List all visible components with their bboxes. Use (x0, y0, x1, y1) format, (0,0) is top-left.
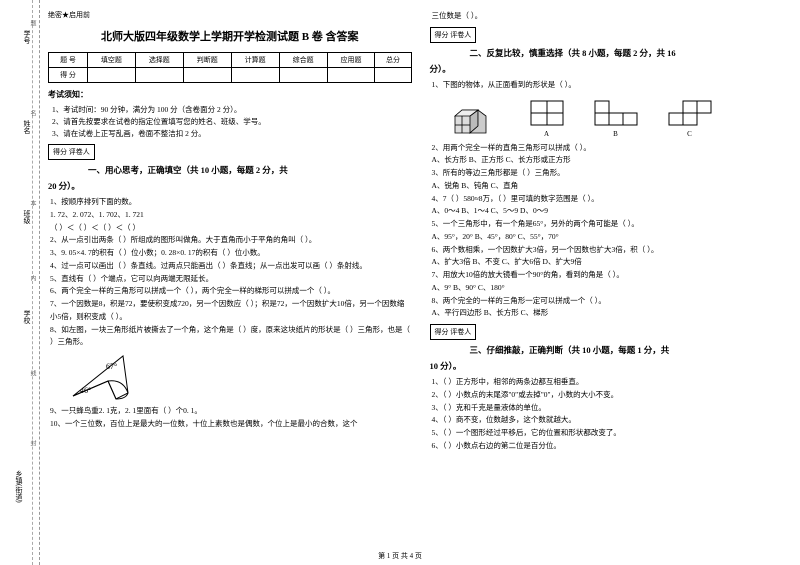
question: 5、直线有（ ）个端点，它可以向两端无限延长。 (50, 273, 412, 286)
seal-text: 绝密★启用前 (48, 10, 412, 20)
score-box: 得分 评卷人 (430, 27, 477, 43)
sb-label: 学号 (22, 30, 32, 44)
question: 1、按顺序排列下面的数。 (50, 196, 412, 209)
question: 3、所有的等边三角形都是（ ）三角形。 (432, 167, 794, 180)
section-tail: 10 分）。 (430, 360, 794, 372)
question: A、0～4 B、1～4 C、5～9 D、0～9 (432, 205, 794, 218)
question: 5、一个三角形中，有一个角是65°，另外的两个角可能是（ ）。 (432, 218, 794, 231)
question: 5、（ ）一个图形经过平移后，它的位置和形状都改变了。 (432, 427, 794, 440)
question: 6、两个数相乘，一个因数扩大3倍，另一个因数也扩大3倍，积（ ）。 (432, 244, 794, 257)
section-tail: 分）。 (430, 63, 794, 75)
question: 2、（ ）小数点的末尾添"0"或去掉"0"，小数的大小不变。 (432, 389, 794, 402)
question: A、平行四边形 B、长方形 C、梯形 (432, 307, 794, 320)
section-tail: 20 分）。 (48, 180, 412, 192)
triangle-icon: 67° 46° (68, 351, 138, 401)
question: 4、过一点可以画出（ ）条直线。过两点只能画出（ ）条直线；从一点出发可以画（ … (50, 260, 412, 273)
section-title: 一、用心思考，正确填空（共 10 小题，每题 2 分，共 (88, 164, 412, 176)
notice-title: 考试须知： (48, 89, 412, 100)
question: 8、如左图，一块三角形纸片被撕去了一个角，这个角是（ ）度，原来这块纸片的形状是… (50, 324, 412, 350)
left-column: 绝密★启用前 北师大版四年级数学上学期开学检测试题 B 卷 含答案 题 号填空题… (48, 10, 412, 453)
cube-figure-row: A B C (450, 98, 794, 138)
option-a: A (530, 100, 564, 138)
right-column: 三位数是（ ）。 得分 评卷人 二、反复比较，慎重选择（共 8 小题，每题 2 … (430, 10, 794, 453)
page-footer: 第 1 页 共 4 页 (0, 551, 800, 561)
sb-label: 班级 (22, 210, 32, 224)
section-title: 二、反复比较，慎重选择（共 8 小题，每题 2 分，共 16 (470, 47, 794, 59)
cube-3d-icon (450, 98, 500, 138)
dash-lbl: 内 (28, 275, 37, 281)
dash-lbl: 本 (28, 200, 37, 206)
triangle-figure: 67° 46° (68, 351, 138, 403)
question-cont: 三位数是（ ）。 (432, 10, 794, 23)
grid-icon (530, 100, 564, 126)
question: 3、（ ）克和千克是量液体的单位。 (432, 402, 794, 415)
score-box: 得分 评卷人 (430, 324, 477, 340)
score-box: 得分 评卷人 (48, 144, 95, 160)
question: 1. 72、2. 072、1. 702、1. 721 (50, 209, 412, 222)
dash-lbl: 线 (28, 370, 37, 376)
question: A、长方形 B、正方形 C、长方形或正方形 (432, 154, 794, 167)
question: 6、（ ）小数点右边的第二位是百分位。 (432, 440, 794, 453)
svg-text:67°: 67° (106, 362, 117, 371)
sb-label: 乡镇(街道) (14, 470, 24, 503)
notice-item: 1、考试时间：90 分钟，满分为 100 分（含卷面分 2 分）。 (52, 104, 412, 116)
question: A、9° B、90° C、180° (432, 282, 794, 295)
question: 9、一只蜂鸟重2. 1克，2. 1里面有（ ）个0. 1。 (50, 405, 412, 418)
page-title: 北师大版四年级数学上学期开学检测试题 B 卷 含答案 (48, 28, 412, 44)
binding-sidebar: 学号 姓名 班级 学校 乡镇(街道) 题 名 本 内 线 封 (0, 0, 40, 565)
question: 4、（ ）商不变，位数越多，这个数就越大。 (432, 414, 794, 427)
grid-icon (594, 100, 638, 126)
option-b: B (594, 100, 638, 138)
sb-label: 姓名 (22, 120, 32, 134)
question: 3、9. 05×4. 7的积有（ ）位小数；0. 28×0. 17的积有（ ）位… (50, 247, 412, 260)
table-row: 题 号填空题选择题判断题计算题综合题应用题总分 (49, 53, 412, 68)
dash-line (32, 0, 33, 565)
question: A、扩大3倍 B、不变 C、扩大6倍 D、扩大9倍 (432, 256, 794, 269)
svg-text:46°: 46° (80, 386, 91, 395)
notice-item: 2、请首先按要求在试卷的指定位置填写您的姓名、班级、学号。 (52, 116, 412, 128)
question: 1、下图的物体，从正面看到的形状是（ ）。 (432, 79, 794, 92)
question: 2、从一点引出两条（ ）所组成的图形叫做角。大于直角而小于平角的角叫（ ）。 (50, 234, 412, 247)
question: （ ）＜（ ）＜（ ）＜（ ） (50, 222, 412, 235)
question: 7、一个因数是8，积是72，要使积变成720，另一个因数应（ ）；积是72，一个… (50, 298, 412, 324)
question: 7、用放大10倍的放大镜看一个90°的角，看到的角是（ ）。 (432, 269, 794, 282)
question: 8、两个完全的一样的三角形一定可以拼成一个（ ）。 (432, 295, 794, 308)
score-table: 题 号填空题选择题判断题计算题综合题应用题总分 得 分 (48, 52, 412, 83)
notice-item: 3、请在试卷上正写乱画，卷面不整洁扣 2 分。 (52, 128, 412, 140)
question: 6、两个完全一样的三角形可以拼成一个（ ），两个完全一样的梯形可以拼成一个（ ）… (50, 285, 412, 298)
question: 10、一个三位数，百位上是最大的一位数，十位上素数也是偶数，个位上是最小的合数，… (50, 418, 412, 431)
sb-label: 学校 (22, 310, 32, 324)
dash-lbl: 题 (28, 20, 37, 26)
page-content: 绝密★启用前 北师大版四年级数学上学期开学检测试题 B 卷 含答案 题 号填空题… (48, 10, 793, 453)
section-title: 三、仔细推敲，正确判断（共 10 小题，每题 1 分，共 (470, 344, 794, 356)
table-row: 得 分 (49, 68, 412, 83)
grid-icon (668, 100, 712, 126)
dash-lbl: 封 (28, 440, 37, 446)
dash-lbl: 名 (28, 110, 37, 116)
question: A、95°，20° B、45°，80° C、55°，70° (432, 231, 794, 244)
question: 2、用两个完全一样的直角三角形可以拼成（ ）。 (432, 142, 794, 155)
question: 4、7（ ）580≈8万，（ ）里可填的数字范围是（ ）。 (432, 193, 794, 206)
question: 1、（ ）正方形中，相邻的两条边都互相垂直。 (432, 376, 794, 389)
question: A、锐角 B、钝角 C、直角 (432, 180, 794, 193)
option-c: C (668, 100, 712, 138)
